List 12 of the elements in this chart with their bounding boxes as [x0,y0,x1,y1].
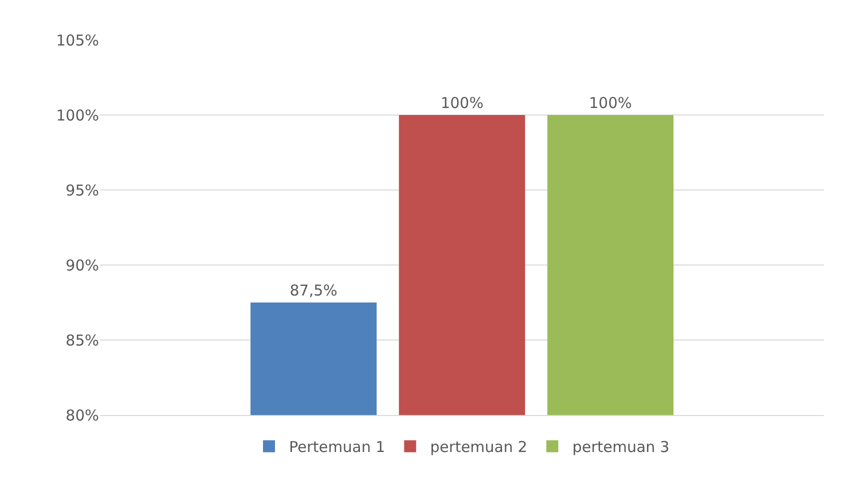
data-label: 87,5% [290,282,338,300]
y-tick-label: 80% [66,406,99,424]
y-tick-label: 95% [66,181,99,200]
data-label: 100% [588,94,632,112]
legend-label: pertemuan 2 [430,438,528,456]
y-tick-label: 105% [56,31,99,50]
data-label: 100% [440,94,484,112]
y-tick-label: 90% [66,256,99,274]
y-tick-label: 85% [66,331,99,350]
legend-label: pertemuan 3 [572,438,670,456]
legend-label: Pertemuan 1 [289,438,386,456]
y-tick-label: 100% [56,106,99,124]
